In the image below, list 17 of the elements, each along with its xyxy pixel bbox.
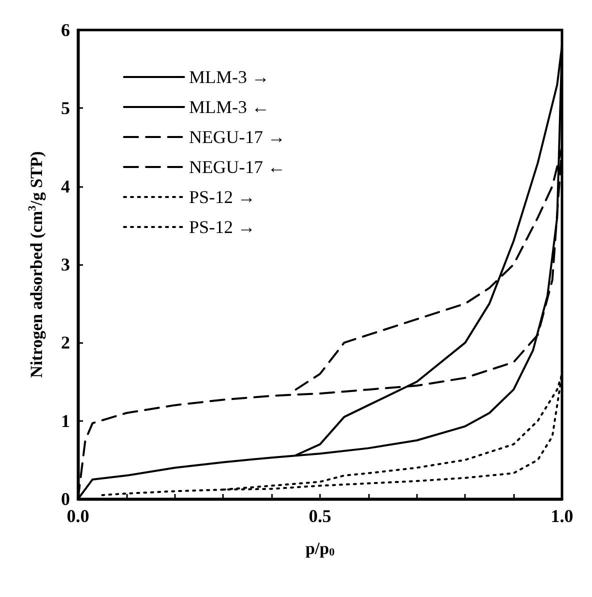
y-tick-label: 6 [61, 20, 70, 40]
y-tick-label: 2 [61, 332, 70, 353]
x-tick-label: 1.0 [550, 506, 574, 526]
x-tick-label: 0.0 [66, 506, 90, 526]
legend-label: PS-12 → [189, 217, 256, 237]
legend-label: MLM-3 ← [189, 97, 270, 117]
y-tick-label: 3 [61, 254, 70, 274]
y-tick-label: 5 [61, 98, 70, 118]
y-tick-label: 4 [61, 176, 70, 196]
legend-label: PS-12 → [189, 187, 256, 207]
legend-label: NEGU-17 → [189, 127, 286, 147]
y-axis-title: Nitrogen adsorbed (cm3/g STP) [26, 151, 46, 378]
legend-label: MLM-3 → [189, 67, 270, 87]
legend-label: NEGU-17 ← [189, 157, 286, 177]
x-tick-label: 0.5 [308, 506, 332, 526]
y-tick-label: 0 [61, 489, 70, 509]
y-tick-label: 1 [61, 410, 70, 431]
